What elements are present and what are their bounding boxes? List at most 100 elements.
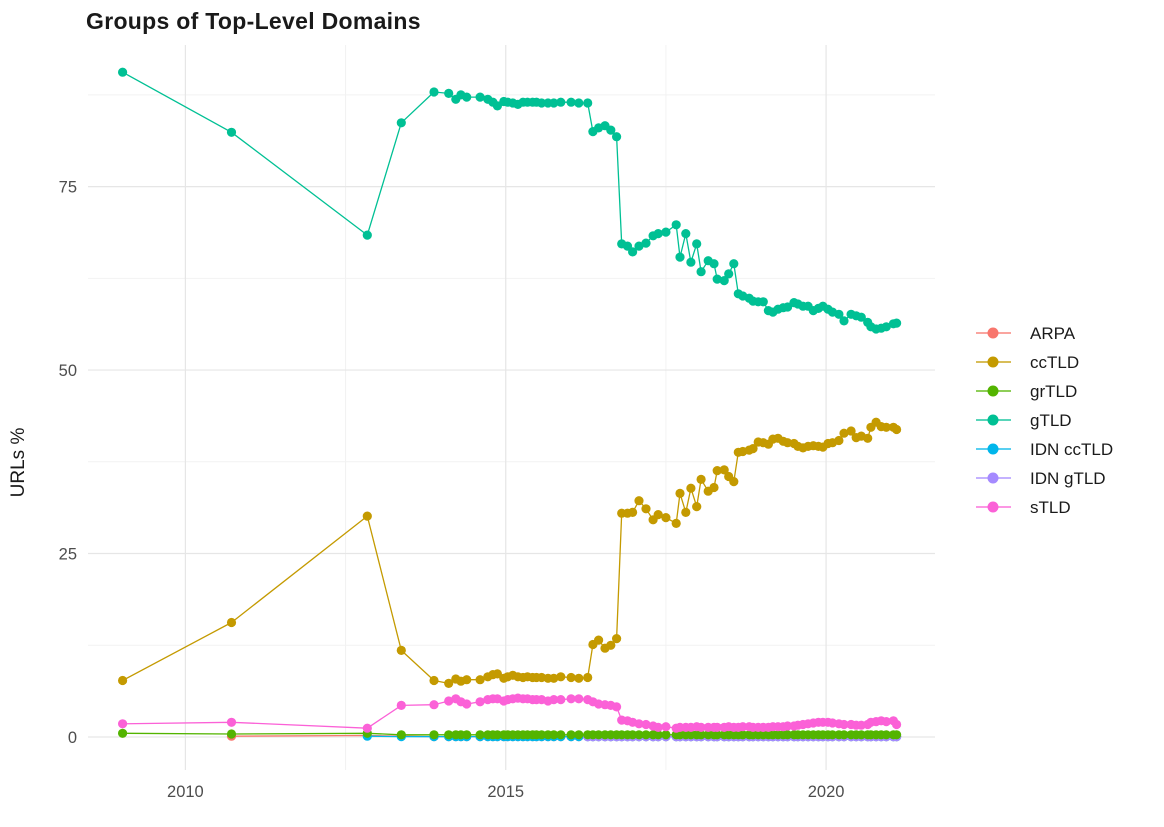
data-point-ccTLD: [628, 507, 638, 517]
data-point-ccTLD: [226, 617, 237, 628]
data-point-ccTLD: [362, 511, 372, 521]
data-point-gTLD: [444, 88, 454, 98]
chart-title: Groups of Top-Level Domains: [86, 8, 421, 34]
data-point-ccTLD: [594, 635, 604, 645]
legend-key-dot-ARPA: [987, 327, 999, 339]
legend-label-ccTLD: ccTLD: [1030, 353, 1079, 372]
data-point-gTLD: [686, 257, 696, 267]
y-tick-label: 50: [59, 362, 77, 380]
legend-label-ARPA: ARPA: [1030, 324, 1076, 343]
legend-label-IDN-gTLD: IDN gTLD: [1030, 469, 1106, 488]
data-point-ccTLD: [692, 502, 702, 512]
data-point-grTLD: [696, 730, 706, 740]
data-point-grTLD: [827, 730, 838, 740]
data-point-ccTLD: [492, 669, 502, 679]
x-tick-label: 2010: [167, 783, 204, 801]
data-point-grTLD: [653, 730, 663, 740]
data-point-ccTLD: [549, 673, 559, 683]
data-point-grTLD: [594, 730, 604, 740]
data-point-sTLD: [362, 723, 372, 733]
data-point-gTLD: [475, 92, 485, 102]
legend-key-dot-IDN-gTLD: [987, 472, 999, 484]
data-point-grTLD: [641, 730, 651, 740]
data-point-gTLD: [719, 276, 729, 286]
data-point-grTLD: [444, 730, 454, 740]
data-point-grTLD: [574, 730, 584, 740]
data-point-ccTLD: [671, 518, 681, 529]
data-point-ccTLD: [462, 675, 472, 685]
data-point-sTLD: [641, 719, 651, 730]
data-point-gTLD: [429, 87, 439, 97]
data-point-ccTLD: [634, 496, 644, 506]
data-point-grTLD: [549, 730, 559, 740]
data-point-ccTLD: [748, 444, 758, 454]
data-point-gTLD: [681, 229, 691, 239]
data-point-ccTLD: [881, 422, 891, 432]
x-tick-label: 2015: [487, 783, 524, 801]
data-point-gTLD: [696, 267, 706, 277]
legend-label-grTLD: grTLD: [1030, 382, 1077, 401]
data-point-sTLD: [712, 722, 722, 733]
data-point-grTLD: [712, 730, 722, 740]
data-point-gTLD: [556, 97, 566, 107]
data-point-grTLD: [475, 730, 485, 740]
data-point-sTLD: [738, 722, 748, 732]
data-point-ccTLD: [556, 672, 566, 682]
data-point-ccTLD: [475, 675, 485, 685]
data-point-gTLD: [881, 322, 891, 332]
data-point-gTLD: [856, 312, 866, 322]
data-point-gTLD: [396, 118, 406, 128]
data-point-grTLD: [839, 730, 849, 740]
data-point-grTLD: [783, 730, 793, 740]
data-point-sTLD: [396, 700, 406, 711]
data-point-sTLD: [612, 702, 622, 712]
data-point-gTLD: [226, 127, 237, 137]
data-point-sTLD: [549, 695, 559, 705]
data-point-ccTLD: [653, 509, 663, 520]
data-point-gTLD: [839, 316, 849, 326]
data-point-sTLD: [696, 722, 706, 733]
data-point-sTLD: [892, 719, 902, 730]
data-point-ccTLD: [118, 675, 128, 686]
data-point-ccTLD: [641, 504, 651, 514]
data-point-ccTLD: [846, 426, 856, 436]
data-point-gTLD: [574, 98, 584, 108]
data-point-grTLD: [634, 730, 644, 740]
data-point-sTLD: [661, 722, 671, 732]
data-point-gTLD: [492, 101, 502, 111]
data-point-sTLD: [475, 697, 485, 707]
data-point-gTLD: [549, 98, 559, 108]
data-point-sTLD: [653, 722, 663, 733]
data-point-ccTLD: [566, 672, 576, 683]
data-point-ccTLD: [606, 640, 616, 650]
data-point-gTLD: [758, 297, 768, 307]
data-point-sTLD: [118, 719, 128, 729]
legend-key-dot-grTLD: [987, 385, 999, 397]
data-point-gTLD: [566, 97, 576, 107]
data-point-grTLD: [566, 730, 576, 740]
data-point-ccTLD: [863, 433, 873, 443]
data-point-grTLD: [881, 730, 891, 740]
data-point-grTLD: [462, 730, 472, 740]
legend-key-dot-IDN-ccTLD: [987, 443, 999, 455]
data-point-gTLD: [537, 98, 547, 108]
data-point-grTLD: [856, 730, 866, 740]
legend-key-dot-sTLD: [987, 501, 999, 513]
y-tick-label: 25: [59, 546, 77, 564]
data-point-sTLD: [839, 719, 849, 730]
data-point-grTLD: [492, 730, 502, 740]
data-point-gTLD: [709, 259, 719, 269]
data-point-gTLD: [729, 259, 739, 269]
y-tick-label: 0: [68, 729, 77, 747]
data-point-gTLD: [892, 318, 902, 328]
data-point-sTLD: [783, 721, 793, 731]
data-point-sTLD: [556, 695, 566, 705]
data-point-ccTLD: [719, 465, 729, 475]
data-point-gTLD: [783, 302, 793, 312]
data-point-ccTLD: [712, 466, 722, 476]
data-point-grTLD: [226, 729, 237, 739]
data-point-ccTLD: [892, 424, 902, 435]
data-point-ccTLD: [686, 483, 696, 493]
